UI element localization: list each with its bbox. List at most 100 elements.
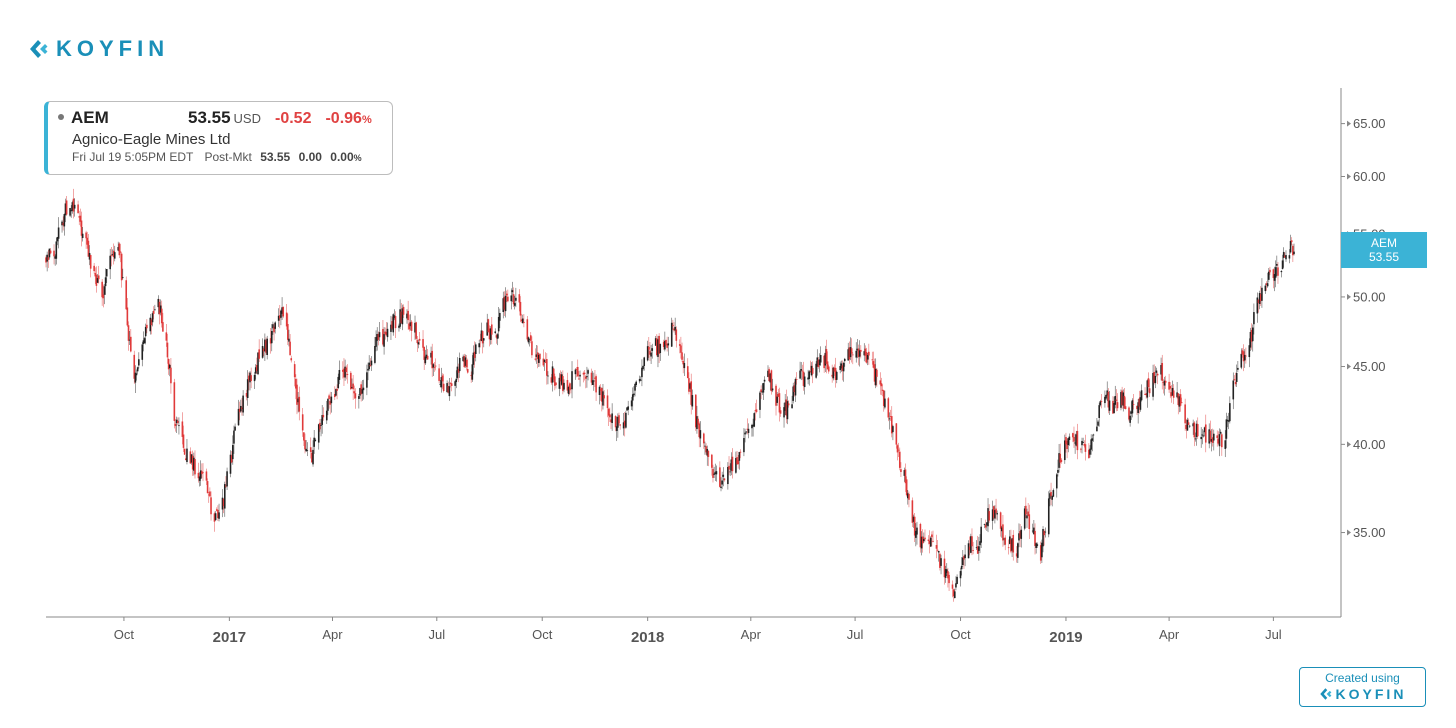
candle-body (488, 328, 491, 340)
candle-body (654, 338, 657, 346)
candle-body (1242, 351, 1245, 362)
candle-body (1057, 469, 1059, 473)
candle-body (248, 375, 250, 381)
candle-body (972, 550, 974, 551)
candle-body (242, 395, 244, 413)
candle-body (464, 357, 467, 366)
candle-body (79, 215, 82, 222)
candle-body (932, 540, 934, 542)
candle-body (510, 295, 513, 302)
price-change-pct: -0.96% (325, 110, 372, 127)
candle-body (1243, 354, 1246, 361)
candle-body (62, 222, 64, 226)
candle-body (874, 368, 877, 386)
candle-body (554, 376, 556, 386)
candle-body (430, 352, 432, 358)
candle-body (721, 480, 723, 485)
candle-body (133, 354, 136, 379)
candle-body (61, 221, 63, 226)
candle-body (646, 346, 649, 361)
candle-body (1234, 381, 1237, 385)
candle-body (1178, 396, 1181, 407)
candle-body (526, 319, 529, 340)
candle-body (994, 510, 996, 519)
koyfin-chevron-icon (30, 40, 48, 58)
candle-body (575, 369, 578, 371)
candle-body (94, 273, 97, 277)
candle-body (434, 365, 437, 367)
candle-body (673, 328, 675, 331)
candle-body (402, 306, 405, 315)
candle-body (793, 385, 796, 392)
candle-body (711, 454, 713, 468)
candle-body (872, 361, 875, 368)
candle-body (1258, 293, 1261, 304)
candle-body (704, 445, 706, 447)
candle-body (149, 317, 152, 332)
candle-body (670, 322, 673, 347)
candle-body (257, 352, 259, 375)
candle-body (1020, 529, 1023, 539)
candle-body (1276, 263, 1278, 266)
candle-body (1219, 431, 1222, 434)
candle-body (1066, 440, 1068, 450)
candle-body (736, 457, 738, 465)
candle-body (1272, 269, 1275, 278)
candle-body (336, 388, 338, 391)
candle-body (465, 360, 468, 368)
candle-body (269, 338, 272, 344)
candle-body (697, 418, 699, 425)
candle-body (715, 471, 718, 475)
candle-body (474, 344, 477, 355)
candle-body (1033, 527, 1035, 535)
candle-body (408, 323, 411, 330)
candle-body (409, 322, 412, 327)
candle-body (210, 497, 212, 515)
candle-body (280, 310, 282, 318)
candle-body (1251, 327, 1254, 342)
x-tick-label: 2019 (1049, 629, 1082, 646)
candle-body (1202, 435, 1205, 437)
candle-body (1049, 493, 1051, 499)
candle-body (1120, 392, 1122, 408)
candle-body (319, 422, 321, 430)
candle-body (1000, 527, 1003, 532)
candle-body (399, 309, 401, 327)
candle-body (253, 374, 256, 382)
candle-body (376, 333, 378, 341)
candle-body (159, 305, 162, 313)
candle-body (480, 330, 483, 342)
candle-body (559, 374, 562, 382)
candle-body (809, 371, 812, 372)
candle-body (590, 372, 593, 383)
candle-body (520, 319, 523, 322)
candle-body (826, 361, 829, 370)
candle-body (550, 377, 553, 383)
candle-body (190, 454, 193, 463)
candle-body (439, 383, 442, 385)
candle-body (466, 369, 469, 373)
candle-body (911, 500, 914, 523)
candle-body (1106, 390, 1109, 396)
candle-body (991, 509, 994, 521)
candle-body (863, 351, 866, 356)
candle-body (696, 416, 698, 430)
candle-body (651, 348, 654, 351)
candle-body (731, 456, 734, 472)
candle-body (449, 383, 452, 384)
candle-body (417, 342, 420, 345)
candle-body (799, 370, 801, 379)
created-using-badge[interactable]: Created using KOYFIN (1299, 667, 1426, 707)
candle-body (960, 565, 963, 570)
candle-body (384, 331, 387, 334)
candle-body (1092, 434, 1095, 436)
candle-body (794, 378, 797, 396)
candle-body (923, 538, 925, 542)
candle-body (226, 471, 228, 487)
candle-body (1080, 448, 1082, 450)
candle-body (463, 356, 466, 368)
candle-body (835, 371, 838, 380)
candle-body (53, 250, 55, 257)
candle-body (425, 354, 428, 359)
